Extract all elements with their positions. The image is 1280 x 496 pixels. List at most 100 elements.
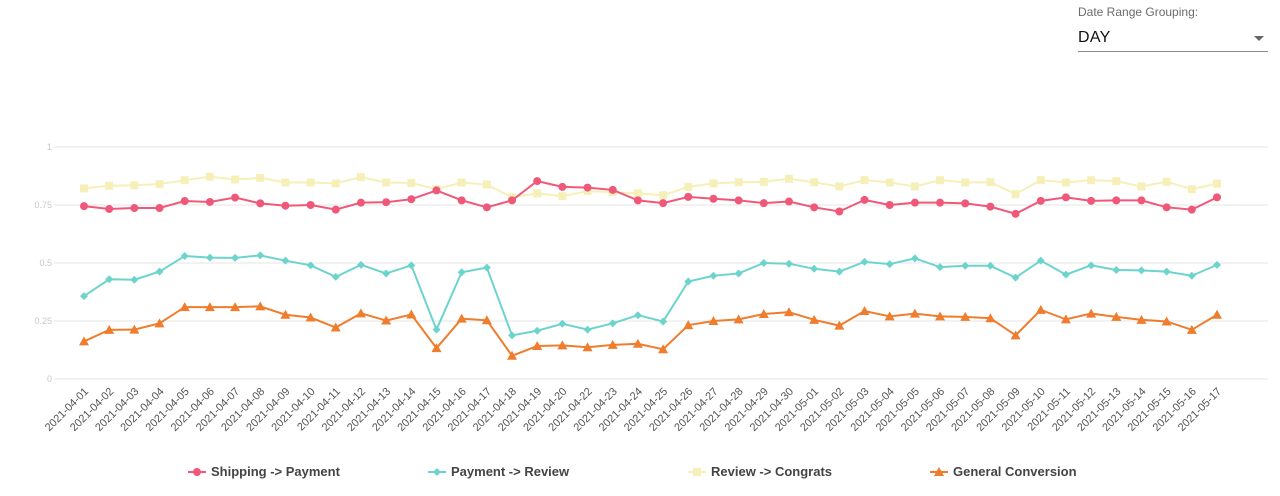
data-point — [1187, 271, 1196, 280]
data-point — [306, 201, 315, 209]
data-point — [910, 182, 919, 191]
series-review-congrats — [80, 172, 1221, 202]
data-point — [508, 196, 517, 205]
data-point — [759, 177, 768, 186]
data-point — [909, 308, 920, 318]
data-point — [1011, 190, 1020, 199]
data-point — [608, 185, 617, 194]
data-point — [179, 302, 190, 312]
data-point — [482, 180, 491, 189]
data-point — [1137, 182, 1146, 191]
data-point — [432, 186, 441, 195]
data-point — [281, 201, 290, 210]
data-point — [1187, 205, 1196, 214]
data-point — [1162, 267, 1171, 276]
data-point — [659, 191, 668, 200]
data-point — [533, 326, 542, 335]
data-point — [381, 315, 392, 325]
data-point — [256, 199, 265, 208]
data-point — [734, 269, 743, 278]
data-point — [835, 207, 844, 216]
data-point — [1060, 314, 1071, 324]
data-point — [684, 182, 693, 191]
data-point — [180, 197, 189, 206]
data-point — [130, 181, 139, 190]
data-point — [80, 184, 88, 193]
data-point — [860, 195, 869, 204]
date-range-grouping-select[interactable]: DAY — [1078, 24, 1268, 52]
legend-label: Review -> Congrats — [711, 464, 832, 479]
chevron-down-icon[interactable] — [1254, 36, 1264, 41]
data-point — [910, 254, 919, 263]
data-point — [583, 183, 592, 192]
data-point — [558, 192, 567, 201]
data-point — [1161, 316, 1172, 326]
data-point — [281, 178, 290, 187]
data-point — [759, 199, 768, 208]
data-point — [407, 178, 416, 187]
date-range-grouping-label: Date Range Grouping: — [1078, 5, 1199, 19]
y-tick-label: 0 — [47, 374, 52, 384]
data-point — [607, 339, 618, 349]
data-point — [835, 267, 844, 276]
data-point — [1186, 324, 1197, 334]
data-point — [355, 308, 366, 318]
data-point — [154, 318, 165, 328]
data-point — [1061, 270, 1070, 279]
data-point — [356, 260, 365, 269]
data-point — [1036, 256, 1045, 265]
data-point — [382, 178, 391, 187]
data-point — [356, 173, 365, 182]
data-point — [180, 176, 189, 185]
data-point — [733, 314, 744, 324]
data-point — [80, 202, 88, 211]
data-point — [834, 320, 845, 330]
data-point — [709, 271, 718, 280]
data-point — [129, 324, 140, 334]
data-point — [986, 178, 995, 187]
data-point — [633, 196, 642, 205]
data-point — [961, 261, 970, 270]
legend-item: Review -> Congrats — [688, 464, 832, 479]
data-point — [305, 312, 316, 322]
data-point — [935, 311, 946, 321]
data-point — [758, 309, 769, 319]
data-point — [960, 311, 971, 321]
data-point — [407, 195, 416, 204]
y-axis: 0 0.25 0.5 0.75 1 — [34, 142, 52, 384]
series-general-conversion — [79, 301, 1222, 360]
data-point — [105, 275, 114, 284]
data-point — [1036, 176, 1045, 185]
legend-item: Shipping -> Payment — [188, 464, 341, 479]
data-point — [255, 301, 266, 311]
data-point — [885, 201, 894, 209]
data-point — [406, 309, 417, 319]
data-point — [934, 467, 944, 476]
data-point — [961, 199, 970, 208]
data-point — [205, 172, 214, 181]
data-point — [659, 317, 668, 326]
data-point — [457, 178, 466, 187]
y-tick-label: 0.5 — [39, 258, 52, 268]
data-point — [205, 197, 214, 206]
data-point — [783, 307, 794, 317]
data-point — [1087, 261, 1096, 270]
data-point — [330, 322, 341, 332]
data-point — [130, 275, 139, 284]
data-point — [331, 272, 340, 281]
data-point — [80, 292, 88, 301]
date-range-grouping: Date Range Grouping: DAY — [1078, 5, 1268, 52]
data-point — [382, 198, 391, 207]
data-point — [1213, 260, 1221, 269]
data-point — [532, 341, 543, 351]
data-point — [608, 319, 617, 328]
data-point — [231, 253, 240, 262]
data-point — [986, 202, 995, 211]
data-point — [734, 178, 743, 187]
data-point — [231, 193, 240, 202]
data-point — [433, 468, 441, 476]
data-point — [734, 196, 743, 205]
data-point — [810, 178, 819, 187]
data-point — [810, 203, 819, 212]
